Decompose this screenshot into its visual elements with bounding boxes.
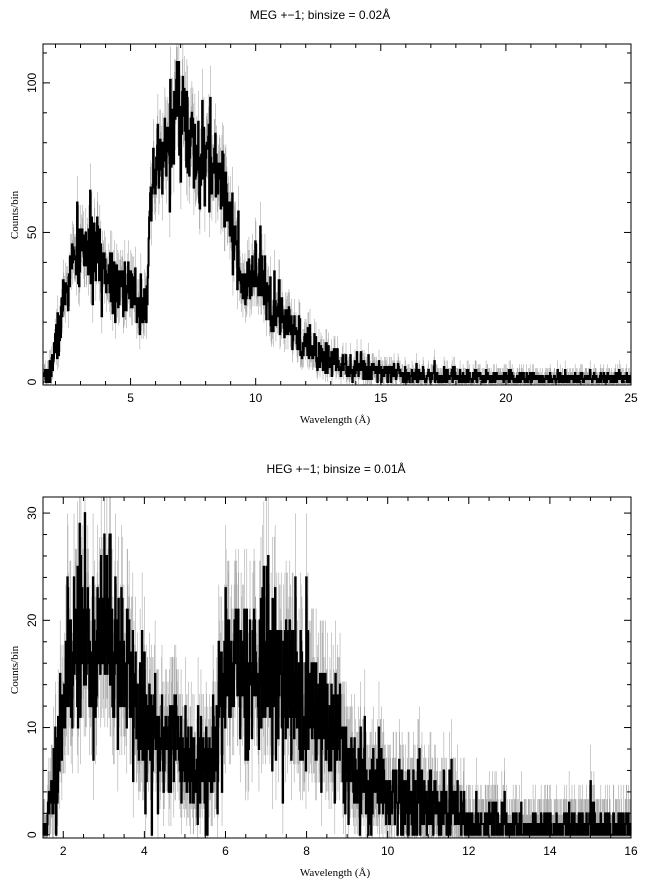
y-tick-label: 20 [25,613,39,627]
y-tick-label: 0 [25,378,39,385]
x-tick-label: 10 [381,844,395,858]
heg-spectrum-panel: HEG +−1; binsize = 0.01Å 2 4 6 8 10 12 14 16 0 10… [9,461,638,879]
y-tick-label: 100 [25,73,39,93]
spectrum-histogram-line [42,512,632,836]
x-tick-label: 2 [60,844,67,858]
y-tick-label: 50 [25,225,39,239]
x-tick-label: 8 [303,844,310,858]
heg-x-axis-label: Wavelength (Å) [300,867,371,879]
error-bars [42,44,632,385]
x-tick-label: 20 [499,391,513,405]
spectrum-histogram-line [42,60,632,384]
x-tick-label: 4 [141,844,148,858]
heg-data-series [42,512,632,836]
meg-x-axis-label: Wavelength (Å) [300,414,371,426]
x-tick-label: 10 [249,391,263,405]
meg-axis-ticks: 5 10 15 20 25 0 50 100 [25,44,638,405]
heg-plot-frame [42,496,632,839]
meg-error-bars [42,44,632,385]
x-tick-label: 6 [222,844,229,858]
meg-chart-title: MEG +−1; binsize = 0.02Å [250,7,390,22]
heg-y-axis-label: Counts/bin [9,645,21,694]
meg-spectrum-panel: MEG +−1; binsize = 0.02Å 5 10 15 20 25 0 50 100… [9,7,638,426]
y-tick-label: 0 [25,831,39,838]
heg-chart-title: HEG +−1; binsize = 0.01Å [266,461,405,476]
heg-axis-ticks: 2 4 6 8 10 12 14 16 0 10 20 30 [25,497,638,858]
y-tick-label: 30 [25,506,39,520]
x-tick-label: 12 [462,844,476,858]
meg-plot-frame [42,43,632,386]
x-tick-label: 16 [624,844,638,858]
y-tick-label: 10 [25,721,39,735]
meg-data-series [42,60,632,384]
meg-y-axis-label: Counts/bin [9,190,21,239]
x-tick-label: 15 [374,391,388,405]
x-tick-label: 5 [127,391,134,405]
x-tick-label: 25 [624,391,638,405]
x-tick-label: 14 [543,844,557,858]
